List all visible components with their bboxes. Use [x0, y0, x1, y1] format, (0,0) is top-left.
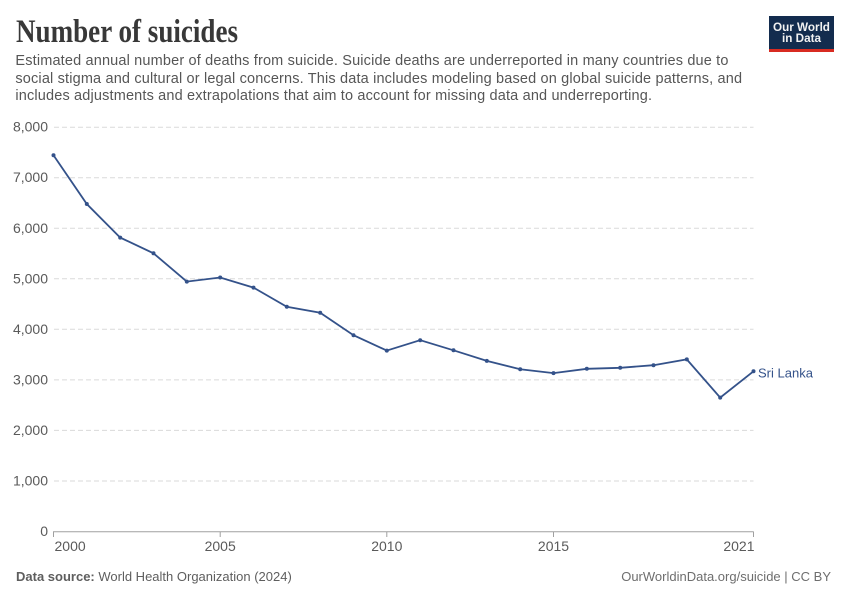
- svg-text:2,000: 2,000: [13, 422, 48, 438]
- svg-text:3,000: 3,000: [13, 371, 48, 387]
- svg-text:Sri Lanka: Sri Lanka: [758, 366, 814, 381]
- svg-text:8,000: 8,000: [13, 119, 48, 135]
- svg-text:1,000: 1,000: [13, 473, 48, 489]
- svg-text:6,000: 6,000: [13, 220, 48, 236]
- svg-text:2010: 2010: [371, 538, 402, 554]
- svg-text:2005: 2005: [205, 538, 236, 554]
- svg-text:2021: 2021: [723, 538, 754, 554]
- svg-text:2000: 2000: [55, 538, 86, 554]
- svg-text:0: 0: [40, 523, 48, 539]
- svg-text:7,000: 7,000: [13, 169, 48, 185]
- svg-text:5,000: 5,000: [13, 270, 48, 286]
- svg-text:4,000: 4,000: [13, 321, 48, 337]
- svg-text:2015: 2015: [538, 538, 569, 554]
